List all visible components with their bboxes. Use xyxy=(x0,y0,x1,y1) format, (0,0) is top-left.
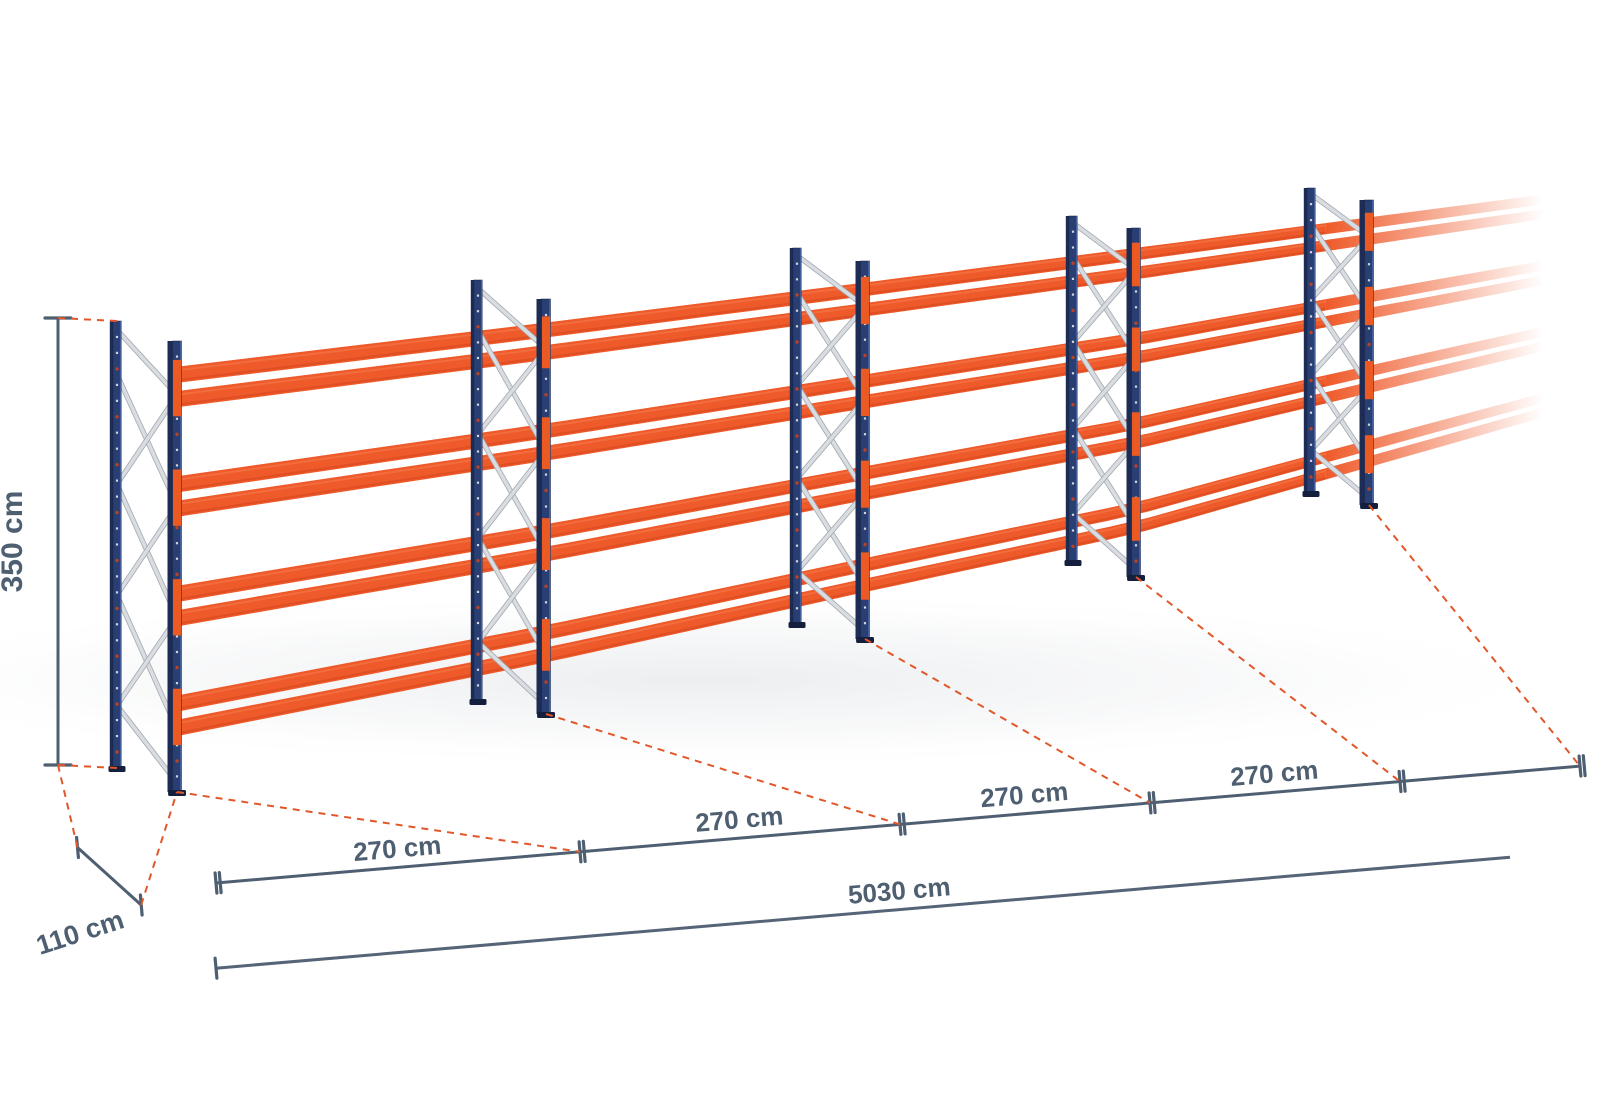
svg-text:350 cm: 350 cm xyxy=(0,491,29,593)
